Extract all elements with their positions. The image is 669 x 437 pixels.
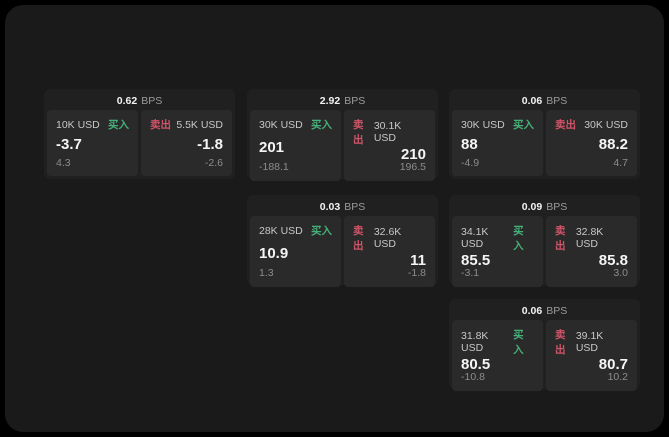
buy-sub-value: -188.1 <box>259 161 289 173</box>
sell-price: 11 <box>410 252 426 269</box>
sell-sub-value: 4.7 <box>613 156 628 169</box>
buy-size: 28K USD <box>259 224 303 237</box>
sell-price: 85.8 <box>598 252 628 269</box>
quote-card-6: 0.06 BPS 31.8K USD 买入 80.5 -10.8 卖出 39.1… <box>449 299 640 391</box>
spread-value: 0.03 <box>319 201 341 213</box>
sell-tile[interactable]: 卖出 5.5K USD -1.8 -2.6 <box>141 110 232 176</box>
spread-value: 0.06 <box>521 305 543 317</box>
spread-unit-label: BPS <box>546 305 568 317</box>
quote-body: 30K USD 买入 88 -4.9 卖出 30K USD 88.2 4.7 <box>452 110 637 176</box>
buy-price: -3.7 <box>56 136 82 154</box>
buy-size: 30K USD <box>259 118 303 131</box>
spread-header: 2.92 BPS <box>250 92 435 110</box>
spread-unit-label: BPS <box>546 95 568 107</box>
sell-sub-value: 10.2 <box>607 371 628 383</box>
buy-tag: 买入 <box>513 329 524 356</box>
quote-card-4: 0.03 BPS 28K USD 买入 10.9 1.3 卖出 32.6K US… <box>247 195 438 287</box>
buy-sub-value: 1.3 <box>259 267 274 279</box>
buy-size: 31.8K USD <box>461 330 489 354</box>
quote-card-3: 0.06 BPS 30K USD 买入 88 -4.9 卖出 30K USD 8… <box>449 89 640 179</box>
spread-value: 0.09 <box>521 201 543 213</box>
sell-size: 32.8K USD <box>575 226 604 250</box>
quote-body: 30K USD 买入 201 -188.1 卖出 30.1K USD 210 1… <box>250 110 435 181</box>
sell-sub-value: 196.5 <box>399 161 426 173</box>
buy-tile[interactable]: 28K USD 买入 10.9 1.3 <box>250 216 341 287</box>
buy-tile[interactable]: 10K USD 买入 -3.7 4.3 <box>47 110 138 176</box>
buy-sub-value: -3.1 <box>461 267 480 279</box>
spread-header: 0.62 BPS <box>47 92 232 110</box>
sell-sub-value: -2.6 <box>204 156 223 169</box>
sell-size: 30K USD <box>584 118 628 131</box>
sell-tag: 卖出 <box>555 119 576 131</box>
spread-header: 0.06 BPS <box>452 302 637 320</box>
sell-tile[interactable]: 卖出 32.6K USD 11 -1.8 <box>344 216 435 287</box>
buy-price: 201 <box>259 138 285 156</box>
spread-header: 0.06 BPS <box>452 92 637 110</box>
app-panel: 0.62 BPS 10K USD 买入 -3.7 4.3 卖出 5.5K USD… <box>5 5 664 432</box>
sell-size: 30.1K USD <box>373 120 402 144</box>
buy-tag: 买入 <box>108 119 129 131</box>
sell-tag: 卖出 <box>555 329 566 356</box>
spread-unit-label: BPS <box>546 201 568 213</box>
buy-size: 34.1K USD <box>461 226 489 250</box>
buy-size: 10K USD <box>56 118 100 131</box>
buy-tile[interactable]: 31.8K USD 买入 80.5 -10.8 <box>452 320 543 391</box>
buy-sub-value: -10.8 <box>461 371 485 383</box>
spread-unit-label: BPS <box>344 201 366 213</box>
sell-tile[interactable]: 卖出 39.1K USD 80.7 10.2 <box>546 320 637 391</box>
quote-body: 34.1K USD 买入 85.5 -3.1 卖出 32.8K USD 85.8… <box>452 216 637 287</box>
sell-price: 88.2 <box>598 136 628 154</box>
buy-tag: 买入 <box>513 225 524 252</box>
sell-size: 39.1K USD <box>575 330 604 354</box>
quote-body: 28K USD 买入 10.9 1.3 卖出 32.6K USD 11 -1.8 <box>250 216 435 287</box>
sell-price: -1.8 <box>197 136 223 154</box>
quote-body: 31.8K USD 买入 80.5 -10.8 卖出 39.1K USD 80.… <box>452 320 637 391</box>
sell-tag: 卖出 <box>353 119 364 146</box>
buy-price: 85.5 <box>461 252 491 269</box>
buy-sub-value: -4.9 <box>461 156 480 169</box>
quote-body: 10K USD 买入 -3.7 4.3 卖出 5.5K USD -1.8 -2.… <box>47 110 232 176</box>
sell-price: 80.7 <box>598 356 628 373</box>
sell-tag: 卖出 <box>555 225 566 252</box>
buy-price: 10.9 <box>259 244 289 262</box>
buy-tag: 买入 <box>513 119 534 131</box>
sell-tile[interactable]: 卖出 30.1K USD 210 196.5 <box>344 110 435 181</box>
sell-tag: 卖出 <box>150 119 171 131</box>
spread-unit-label: BPS <box>141 95 163 107</box>
sell-size: 32.6K USD <box>373 226 402 250</box>
buy-tile[interactable]: 34.1K USD 买入 85.5 -3.1 <box>452 216 543 287</box>
spread-unit-label: BPS <box>344 95 366 107</box>
sell-tile[interactable]: 卖出 32.8K USD 85.8 3.0 <box>546 216 637 287</box>
quote-card-5: 0.09 BPS 34.1K USD 买入 85.5 -3.1 卖出 32.8K… <box>449 195 640 287</box>
buy-sub-value: 4.3 <box>56 156 71 169</box>
spread-value: 0.06 <box>521 95 543 107</box>
spread-header: 0.03 BPS <box>250 198 435 216</box>
buy-tile[interactable]: 30K USD 买入 88 -4.9 <box>452 110 543 176</box>
buy-tile[interactable]: 30K USD 买入 201 -188.1 <box>250 110 341 181</box>
spread-value: 2.92 <box>319 95 341 107</box>
spread-header: 0.09 BPS <box>452 198 637 216</box>
quote-card-2: 2.92 BPS 30K USD 买入 201 -188.1 卖出 30.1K … <box>247 89 438 181</box>
sell-sub-value: -1.8 <box>407 267 426 279</box>
sell-size: 5.5K USD <box>176 118 223 131</box>
buy-price: 88 <box>461 136 478 154</box>
buy-size: 30K USD <box>461 118 505 131</box>
quote-card-1: 0.62 BPS 10K USD 买入 -3.7 4.3 卖出 5.5K USD… <box>44 89 235 179</box>
sell-sub-value: 3.0 <box>613 267 628 279</box>
sell-tag: 卖出 <box>353 225 364 252</box>
buy-price: 80.5 <box>461 356 491 373</box>
spread-value: 0.62 <box>116 95 138 107</box>
buy-tag: 买入 <box>311 119 332 131</box>
buy-tag: 买入 <box>311 225 332 237</box>
sell-tile[interactable]: 卖出 30K USD 88.2 4.7 <box>546 110 637 176</box>
sell-price: 210 <box>400 146 426 163</box>
